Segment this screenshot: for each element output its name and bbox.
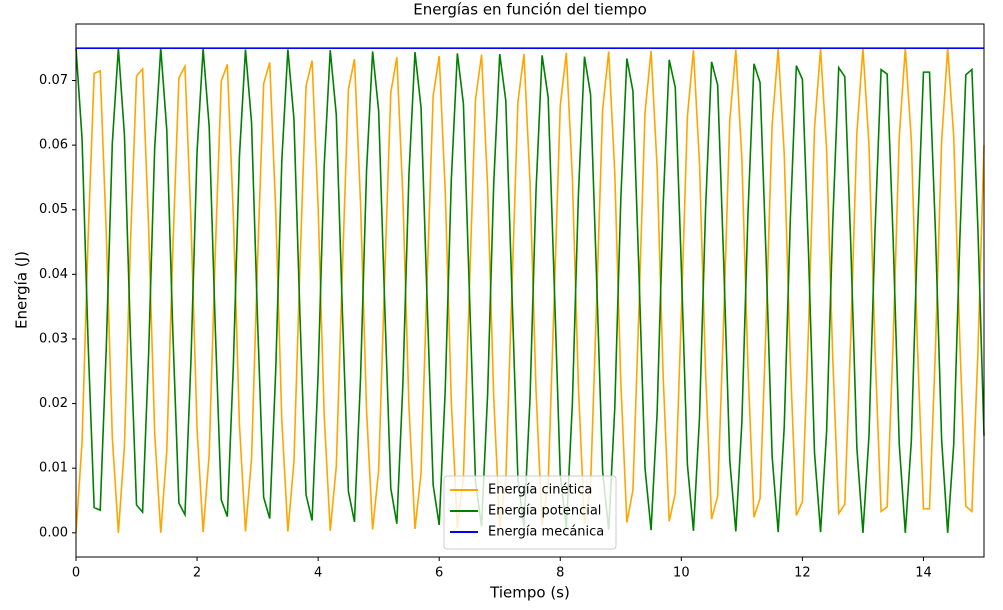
legend-label: Energía mecánica xyxy=(488,525,604,540)
y-tick-label: 0.03 xyxy=(39,331,68,346)
legend-box xyxy=(443,475,617,550)
x-tick-label: 14 xyxy=(915,566,932,581)
plot-frame xyxy=(75,23,985,558)
x-tick-label: 10 xyxy=(673,566,690,581)
legend-label: Energía cinética xyxy=(488,483,592,498)
legend-label: Energía potencial xyxy=(488,504,601,519)
y-axis-label: Energía (J) xyxy=(13,251,31,329)
x-tick-label: 2 xyxy=(193,566,201,581)
y-tick-label: 0.05 xyxy=(39,202,68,217)
x-axis-label: Tiempo (s) xyxy=(489,584,570,602)
y-tick-label: 0.00 xyxy=(39,525,68,540)
series-line xyxy=(75,48,985,533)
series-line xyxy=(75,48,985,533)
x-tick-label: 4 xyxy=(314,566,322,581)
legend: Energía cinética Energía potencial Energía… xyxy=(443,475,617,550)
y-tick-label: 0.02 xyxy=(39,396,68,411)
y-tick-label: 0.07 xyxy=(39,73,68,88)
chart-title: Energías en función del tiempo xyxy=(413,1,647,19)
y-tick-label: 0.04 xyxy=(39,267,68,282)
x-tick-label: 6 xyxy=(435,566,443,581)
plot-area xyxy=(75,47,985,533)
x-tick-label: 0 xyxy=(72,566,80,581)
y-tick-label: 0.01 xyxy=(39,461,68,476)
x-tick-label: 8 xyxy=(556,566,564,581)
x-tick-label: 12 xyxy=(794,566,811,581)
y-tick-label: 0.06 xyxy=(39,138,68,153)
